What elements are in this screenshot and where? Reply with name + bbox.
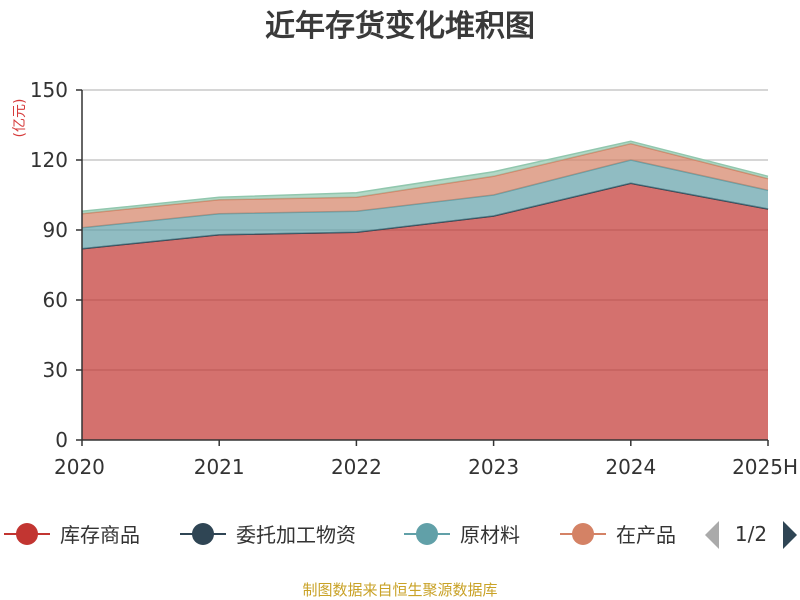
legend-label: 原材料 [460, 523, 520, 547]
y-tick-label: 0 [55, 428, 68, 452]
y-tick-label: 150 [30, 78, 68, 102]
series-line-4 [81, 140, 769, 213]
legend-item-原材料[interactable]: 原材料 [404, 523, 520, 547]
legend-marker [416, 523, 438, 545]
legend-label: 库存商品 [60, 523, 140, 547]
legend-label: 在产品 [616, 523, 676, 547]
legend-marker [192, 523, 214, 545]
legend-prev-arrow-icon[interactable] [705, 521, 719, 549]
area-series-原材料[interactable] [82, 160, 768, 249]
x-tick-label: 2025H [732, 455, 798, 479]
y-axis-unit-label: (亿元) [12, 99, 28, 138]
legend-next-arrow-icon[interactable] [783, 521, 797, 549]
y-tick-labels: 0 30 60 90 120 150 [30, 78, 68, 452]
x-tick-label: 2020 [54, 455, 105, 479]
legend-items: 库存商品 委托加工物资 原材料 在产品 [4, 523, 676, 547]
x-tick-labels: 2020 2021 2022 2023 2024 2025H [54, 455, 798, 479]
y-tick-label: 120 [30, 148, 68, 172]
area-series-4[interactable] [82, 141, 768, 214]
y-tick-label: 90 [43, 218, 68, 242]
legend-pager: 1/2 [705, 521, 797, 549]
legend-label: 委托加工物资 [236, 523, 356, 547]
area-series-库存商品[interactable] [82, 183, 768, 441]
y-tick-label: 60 [43, 288, 68, 312]
data-source-note: 制图数据来自恒生聚源数据库 [302, 581, 497, 599]
x-tick-label: 2021 [194, 455, 245, 479]
chart-title: 近年存货变化堆积图 [265, 9, 535, 44]
area-series-layer [81, 140, 769, 441]
area-series-在产品[interactable] [82, 143, 768, 228]
axes [76, 89, 769, 446]
y-tick-label: 30 [43, 358, 68, 382]
legend-item-在产品[interactable]: 在产品 [560, 523, 676, 547]
legend-item-库存商品[interactable]: 库存商品 [4, 523, 140, 547]
legend-marker [572, 523, 594, 545]
legend[interactable]: 库存商品 委托加工物资 原材料 在产品 [4, 523, 676, 547]
x-tick-label: 2024 [605, 455, 656, 479]
legend-page-indicator: 1/2 [735, 522, 767, 546]
legend-item-委托加工物资[interactable]: 委托加工物资 [180, 523, 356, 547]
legend-marker [16, 523, 38, 545]
x-tick-label: 2023 [468, 455, 519, 479]
x-tick-label: 2022 [331, 455, 382, 479]
